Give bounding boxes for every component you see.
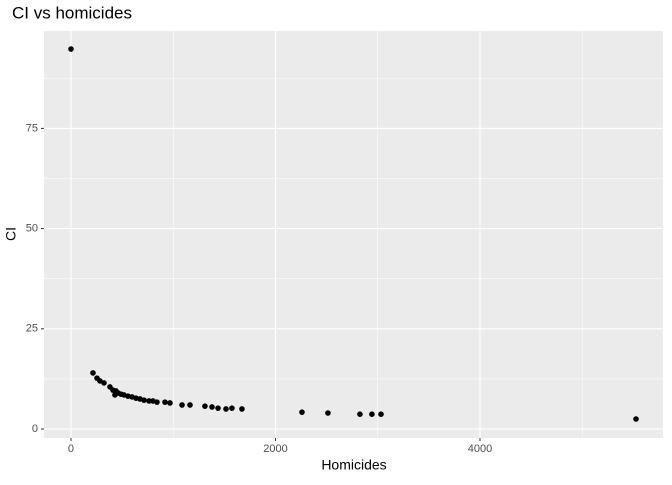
point (378, 411, 384, 417)
y-tick-label: 50 (26, 223, 38, 235)
x-axis-label: Homicides (321, 457, 386, 473)
point (223, 406, 229, 412)
x-tick-label: 4000 (468, 443, 492, 455)
point (202, 403, 208, 409)
y-axis-label: CI (3, 227, 19, 241)
point (146, 398, 152, 404)
y-tick-label: 0 (32, 423, 38, 435)
point (101, 380, 107, 386)
point (369, 411, 375, 417)
point (154, 399, 160, 405)
point (162, 399, 168, 405)
point (167, 400, 173, 406)
point (209, 404, 215, 410)
point (357, 411, 363, 417)
y-tick-label: 25 (26, 323, 38, 335)
y-tick-label: 75 (26, 122, 38, 134)
point (633, 416, 639, 422)
point (325, 410, 331, 416)
point (90, 370, 96, 376)
point (239, 406, 245, 412)
x-tick-label: 0 (68, 443, 74, 455)
point (187, 402, 193, 408)
panel (44, 31, 663, 438)
point (215, 405, 221, 411)
x-tick-label: 2000 (263, 443, 287, 455)
point (229, 405, 235, 411)
point (179, 402, 185, 408)
point (299, 409, 305, 415)
chart-title: CI vs homicides (12, 3, 132, 22)
point (141, 397, 147, 403)
point (68, 46, 74, 52)
